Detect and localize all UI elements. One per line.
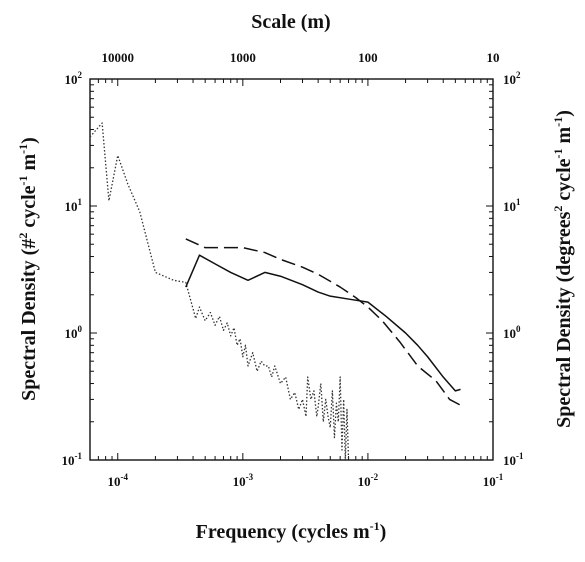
series-solid-line <box>185 254 461 392</box>
y-axis-title-right: Spectral Density (degrees2 cycle-1 m-1) <box>551 110 575 428</box>
x-tick-label: 10-1 <box>483 472 504 489</box>
y-tick-label-left: 10-1 <box>62 451 83 468</box>
series-dashed-line <box>185 238 461 406</box>
top-tick-label: 1000 <box>230 50 256 65</box>
x-tick-label: 10-2 <box>358 472 379 489</box>
plot-frame <box>89 78 494 461</box>
data-series <box>89 122 461 461</box>
y-tick-label-right: 100 <box>503 324 521 341</box>
series-dotted-line <box>89 122 350 461</box>
y-tick-label-left: 100 <box>65 324 83 341</box>
top-tick-label: 10 <box>487 50 500 65</box>
top-tick-label: 100 <box>358 50 378 65</box>
y-tick-label-right: 101 <box>503 197 521 214</box>
y-tick-label-right: 102 <box>503 70 521 87</box>
top-tick-label: 10000 <box>101 50 134 65</box>
y-axis-title-left: Spectral Density (#2 cycle-1 m-1) <box>16 137 40 401</box>
y-tick-label-right: 10-1 <box>503 451 524 468</box>
axis-ticks: 10-4 10-3 10-2 10-1 10-1 100 101 102 10-1 100 101 1… <box>62 50 524 489</box>
y-tick-label-left: 102 <box>65 70 83 87</box>
y-tick-label-left: 101 <box>65 197 83 214</box>
x-tick-label: 10-3 <box>233 472 254 489</box>
top-axis-title: Scale (m) <box>251 11 330 33</box>
x-tick-label: 10-4 <box>107 472 128 489</box>
x-axis-title: Frequency (cycles m-1) <box>196 519 387 543</box>
